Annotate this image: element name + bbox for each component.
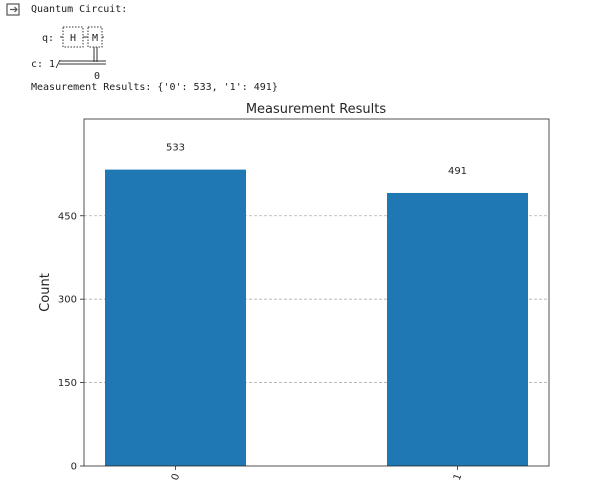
bar-1 (387, 192, 528, 466)
clbit-label: c: 1/ (31, 59, 61, 70)
results-line: Measurement Results: {'0': 533, '1': 491… (31, 82, 278, 93)
clbit-index: 0 (94, 71, 100, 82)
chart-title: Measurement Results (246, 102, 387, 117)
classical-wire (59, 60, 106, 65)
circuit-diagram: q: c: 1/ 0 H M (31, 26, 106, 82)
y-tick-label: 0 (71, 462, 77, 473)
output-toggle-icon[interactable] (6, 3, 22, 17)
x-tick-label-1: 1 (452, 472, 465, 482)
output-header: Quantum Circuit: (31, 4, 128, 15)
y-axis-label: Count (38, 273, 53, 312)
y-tick-label: 300 (58, 295, 77, 306)
measure-gate: M (87, 26, 103, 48)
y-tick-label: 150 (58, 378, 77, 389)
qubit-label: q: (42, 33, 54, 44)
h-gate: H (62, 26, 84, 48)
plot-frame (83, 118, 550, 467)
data-label-0: 533 (166, 143, 185, 154)
data-label-1: 491 (448, 166, 467, 177)
bar-0 (105, 169, 246, 466)
svg-text:H: H (70, 33, 76, 44)
y-tick-label: 450 (58, 211, 77, 222)
x-tick-label-0: 0 (170, 472, 183, 482)
svg-text:M: M (92, 33, 98, 44)
